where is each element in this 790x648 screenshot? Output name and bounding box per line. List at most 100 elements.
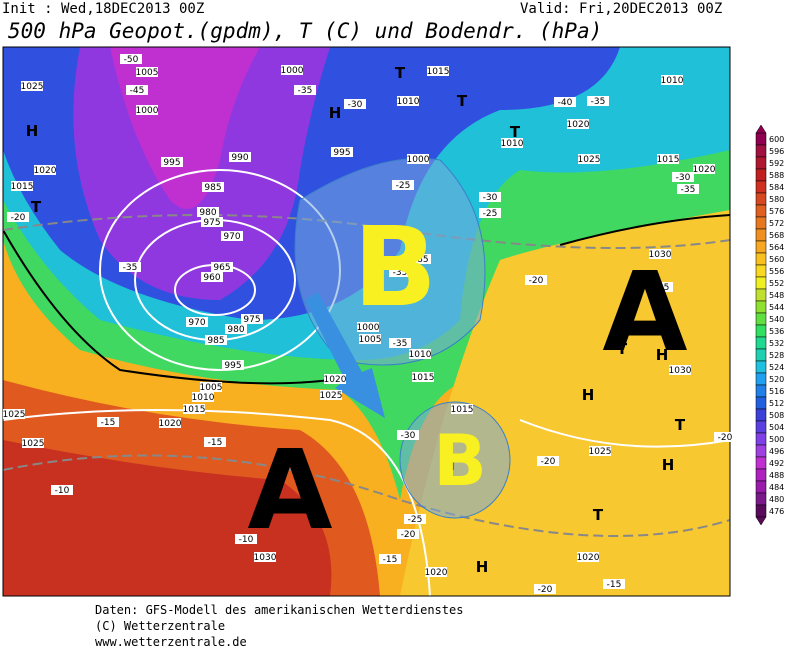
- label-box: [427, 66, 449, 76]
- contour-label: 1025: [589, 447, 612, 457]
- colorbar-label: 588: [769, 171, 784, 180]
- contour-label: -20: [11, 213, 26, 223]
- isobar: [559, 214, 730, 246]
- label-box: [202, 182, 224, 192]
- colorbar-swatch: [755, 396, 767, 410]
- pressure-center: T: [447, 456, 458, 474]
- contour-label: -35: [393, 339, 408, 349]
- contour-label: 1010: [661, 76, 684, 86]
- contour-label: -35: [123, 263, 138, 273]
- label-box: [359, 334, 381, 344]
- init-time: Init : Wed,18DEC2013 00Z: [2, 1, 204, 17]
- contour-label: -40: [558, 98, 573, 108]
- contour-label: 1020: [34, 166, 57, 176]
- isobar: [519, 419, 730, 448]
- contour-label: -25: [483, 209, 498, 219]
- label-box: [183, 404, 205, 414]
- label-box: [577, 552, 599, 562]
- label-box: [397, 529, 419, 539]
- colorbar-swatch: [755, 480, 767, 494]
- label-box: [281, 65, 303, 75]
- label-box: [235, 534, 257, 544]
- label-box: [136, 105, 158, 115]
- colorbar-label: 532: [769, 339, 784, 348]
- label-box: [677, 184, 699, 194]
- contour-label: 1010: [397, 97, 420, 107]
- label-box: [11, 181, 33, 191]
- contour-label: 1000: [357, 323, 380, 333]
- colorbar-label: 528: [769, 351, 784, 360]
- contour-label: -35: [591, 97, 606, 107]
- contour-label: -10: [239, 535, 254, 545]
- contour-label: 995: [163, 158, 180, 168]
- contour-label: 1025: [320, 391, 343, 401]
- contour-label: 965: [213, 263, 230, 273]
- colorbar-swatch: [755, 348, 767, 362]
- system-letter: B: [353, 203, 437, 331]
- label-box: [534, 584, 556, 594]
- colorbar-label: 544: [769, 303, 784, 312]
- colorbar-swatch: [755, 156, 767, 170]
- isobar: [3, 409, 431, 596]
- colorbar-swatch: [755, 180, 767, 194]
- label-box: [589, 446, 611, 456]
- contour-label: -50: [124, 55, 139, 65]
- contour-label: -20: [538, 585, 553, 595]
- colorbar-label: 484: [769, 483, 784, 492]
- label-box: [397, 96, 419, 106]
- contour-label: -30: [676, 173, 691, 183]
- isobar: [3, 229, 331, 385]
- colorbar-end: [755, 124, 767, 134]
- colorbar-swatch: [755, 264, 767, 278]
- colorbar-label: 500: [769, 435, 784, 444]
- colorbar-label: 508: [769, 411, 784, 420]
- colorbar-label: 504: [769, 423, 784, 432]
- label-box: [320, 390, 342, 400]
- label-box: [357, 322, 379, 332]
- colorbar-swatch: [755, 216, 767, 230]
- colorbar-swatch: [755, 288, 767, 302]
- label-box: [657, 154, 679, 164]
- pressure-center: T: [457, 92, 468, 110]
- colorbar-swatch: [755, 132, 767, 146]
- colorbar-swatch: [755, 300, 767, 314]
- colorbar-label: 488: [769, 471, 784, 480]
- label-box: [525, 275, 547, 285]
- contour-label: 1025: [21, 82, 44, 92]
- colorbar-label: 600: [769, 135, 784, 144]
- contour-label: 1015: [412, 373, 435, 383]
- colorbar-swatch: [755, 204, 767, 218]
- pressure-center: H: [656, 346, 669, 364]
- label-box: [229, 152, 251, 162]
- map-title: 500 hPa Geopot.(gpdm), T (C) und Bodendr…: [8, 19, 602, 43]
- colorbar-label: 516: [769, 387, 784, 396]
- contour-label: 1020: [693, 165, 716, 175]
- colorbar: 600 596 592 588 584 580 576 572 568 564 560 556 552 5…: [755, 124, 784, 526]
- label-box: [222, 360, 244, 370]
- arrow: [305, 292, 385, 418]
- label-box: [204, 437, 226, 447]
- contour-label: 1000: [281, 66, 304, 76]
- contour-label: 970: [223, 232, 240, 242]
- contour-label: 1020: [159, 419, 182, 429]
- colorbar-swatch: [755, 324, 767, 338]
- label-box: [119, 262, 141, 272]
- hot: [3, 440, 332, 596]
- colorbar-swatch: [755, 336, 767, 350]
- contour-label: 1010: [501, 139, 524, 149]
- colorbar-label: 536: [769, 327, 784, 336]
- label-box: [578, 154, 600, 164]
- label-box: [161, 157, 183, 167]
- label-box: [392, 180, 414, 190]
- pressure-center: H: [582, 386, 595, 404]
- label-box: [241, 314, 263, 324]
- label-box: [159, 418, 181, 428]
- colorbar-swatch: [755, 444, 767, 458]
- contour-label: 1030: [649, 250, 672, 260]
- label-box: [672, 172, 694, 182]
- contour-label: 1020: [425, 568, 448, 578]
- label-box: [120, 54, 142, 64]
- label-box: [651, 282, 673, 292]
- label-box: [225, 324, 247, 334]
